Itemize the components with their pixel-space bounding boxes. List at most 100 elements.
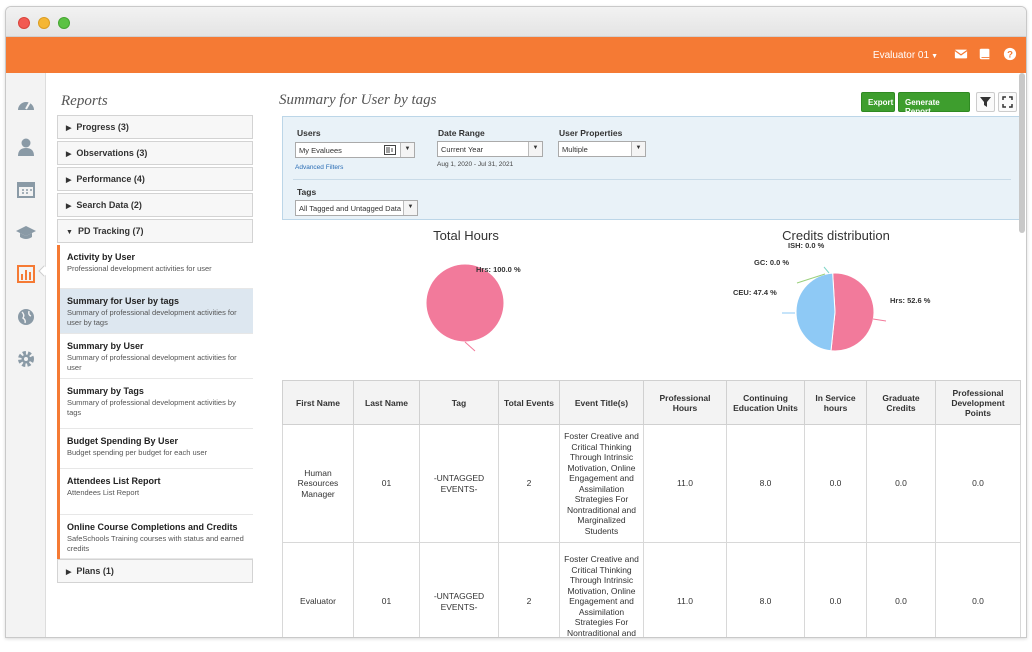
sidebar-item-summary-by-tags[interactable]: Summary by Tags Summary of professional … bbox=[60, 379, 253, 429]
table-header-cell[interactable]: Professional Hours bbox=[643, 380, 727, 425]
item-title: Attendees List Report bbox=[67, 476, 161, 486]
sidebar-item-activity-by-user[interactable]: Activity by User Professional developmen… bbox=[60, 245, 253, 289]
table-cell: 01 bbox=[353, 424, 420, 543]
pie-slice-hrs[interactable] bbox=[425, 263, 505, 343]
book-icon[interactable] bbox=[978, 47, 992, 61]
pie-leader-line bbox=[464, 341, 476, 352]
sidebar-section-pd-tracking[interactable]: ▼ PD Tracking (7) bbox=[57, 219, 253, 243]
tags-select-value: All Tagged and Untagged Data bbox=[299, 204, 402, 213]
sidebar-section-label: Plans (1) bbox=[76, 566, 114, 576]
pie-slice-ceu[interactable] bbox=[795, 272, 836, 352]
chart-title-credits-distribution: Credits distribution bbox=[782, 228, 890, 243]
report-table: First Name Last Name Tag Total Events Event … bbox=[282, 380, 1021, 637]
report-main: Summary for User by tags Export Generate… bbox=[276, 73, 1021, 637]
date-range-note: Aug 1, 2020 - Jul 31, 2021 bbox=[437, 161, 514, 168]
filter-divider bbox=[293, 179, 1011, 180]
item-description: Summary of professional development acti… bbox=[67, 308, 237, 327]
table-cell: 0.0 bbox=[804, 542, 867, 637]
graduation-cap-icon[interactable] bbox=[16, 223, 36, 243]
item-description: Budget spending per budget for each user bbox=[67, 448, 208, 457]
sidebar-section-progress[interactable]: ▶ Progress (3) bbox=[57, 115, 253, 139]
table-cell: 0.0 bbox=[935, 542, 1021, 637]
caret-right-icon: ▶ bbox=[66, 569, 72, 576]
item-description: Professional development activities for … bbox=[67, 264, 212, 273]
active-indicator bbox=[38, 265, 50, 277]
table-cell: 0.0 bbox=[935, 424, 1021, 543]
icon-rail bbox=[6, 73, 50, 637]
scrollbar[interactable] bbox=[1019, 73, 1025, 233]
dashboard-icon[interactable] bbox=[16, 95, 36, 115]
fullscreen-button[interactable] bbox=[998, 92, 1017, 112]
user-properties-value: Multiple bbox=[562, 145, 588, 154]
date-range-select[interactable]: Current Year ▼ bbox=[437, 141, 543, 157]
gear-icon[interactable] bbox=[16, 349, 36, 369]
table-header-cell[interactable]: Total Events bbox=[498, 380, 560, 425]
table-cell: 01 bbox=[353, 542, 420, 637]
table-header-cell[interactable]: Continuing Education Units bbox=[726, 380, 805, 425]
page-title: Summary for User by tags bbox=[279, 92, 437, 108]
pie-leader-line bbox=[872, 318, 887, 322]
caret-right-icon: ▶ bbox=[66, 151, 72, 158]
bar-chart-icon[interactable] bbox=[16, 264, 36, 284]
tags-select[interactable]: All Tagged and Untagged Data ▼ bbox=[295, 200, 418, 216]
table-cell: 11.0 bbox=[643, 424, 727, 543]
advanced-filters-link[interactable]: Advanced Filters bbox=[295, 164, 344, 171]
sidebar-section-search-data[interactable]: ▶ Search Data (2) bbox=[57, 193, 253, 217]
table-body: Human Resources Manager 01 -UNTAGGED EVENT… bbox=[282, 424, 1021, 637]
app-header: Evaluator 01 ▼ ? bbox=[6, 37, 1026, 73]
generate-report-button[interactable]: Generate Report bbox=[898, 92, 970, 116]
sidebar-title: Reports bbox=[61, 93, 108, 109]
calendar-icon[interactable] bbox=[16, 179, 36, 199]
mail-icon[interactable] bbox=[954, 47, 968, 61]
sidebar-section-label: Observations (3) bbox=[76, 148, 148, 158]
pie-leader-line bbox=[796, 273, 826, 284]
pie-leader-line bbox=[823, 266, 830, 274]
table-header-cell[interactable]: Graduate Credits bbox=[866, 380, 936, 425]
table-header-cell[interactable]: Tag bbox=[419, 380, 499, 425]
date-range-value: Current Year bbox=[441, 145, 484, 154]
user-properties-select[interactable]: Multiple ▼ bbox=[558, 141, 646, 157]
sidebar-section-performance[interactable]: ▶ Performance (4) bbox=[57, 167, 253, 191]
sidebar-item-summary-for-user-by-tags[interactable]: Summary for User by tags Summary of prof… bbox=[60, 289, 253, 334]
users-select[interactable]: My Evaluees ▼ bbox=[295, 142, 415, 158]
close-window-button[interactable] bbox=[18, 17, 30, 29]
caret-right-icon: ▶ bbox=[66, 177, 72, 184]
chevron-down-icon: ▼ bbox=[528, 142, 542, 156]
item-description: SafeSchools Training courses with status… bbox=[67, 534, 244, 553]
user-properties-label: User Properties bbox=[559, 128, 623, 138]
user-icon[interactable] bbox=[16, 137, 36, 157]
table-header-cell[interactable]: In Service hours bbox=[804, 380, 867, 425]
user-menu[interactable]: Evaluator 01 ▼ bbox=[873, 50, 938, 61]
filter-icon bbox=[980, 97, 991, 107]
item-title: Budget Spending By User bbox=[67, 436, 179, 446]
pie-slice-hrs[interactable] bbox=[830, 272, 875, 352]
users-select-value: My Evaluees bbox=[299, 146, 342, 155]
sidebar-item-attendees-list-report[interactable]: Attendees List Report Attendees List Rep… bbox=[60, 469, 253, 515]
table-cell: 0.0 bbox=[866, 424, 936, 543]
table-cell: Foster Creative and Critical Thinking Th… bbox=[559, 542, 644, 637]
sidebar-item-budget-spending-by-user[interactable]: Budget Spending By User Budget spending … bbox=[60, 429, 253, 469]
pie-label-hrs: Hrs: 100.0 % bbox=[476, 265, 521, 274]
pie-charts bbox=[425, 263, 887, 352]
users-label: Users bbox=[297, 128, 321, 138]
table-header-cell[interactable]: Event Title(s) bbox=[559, 380, 644, 425]
table-header-cell[interactable]: Last Name bbox=[353, 380, 420, 425]
window-titlebar bbox=[6, 7, 1026, 37]
pie-label-hrs: Hrs: 52.6 % bbox=[890, 296, 931, 305]
maximize-window-button[interactable] bbox=[58, 17, 70, 29]
sidebar-section-observations[interactable]: ▶ Observations (3) bbox=[57, 141, 253, 165]
table-header-cell[interactable]: First Name bbox=[282, 380, 354, 425]
sidebar-section-plans[interactable]: ▶ Plans (1) bbox=[57, 559, 253, 583]
filter-button[interactable] bbox=[976, 92, 995, 112]
sidebar-item-online-course-completions[interactable]: Online Course Completions and Credits Sa… bbox=[60, 515, 253, 559]
sidebar-item-summary-by-user[interactable]: Summary by User Summary of professional … bbox=[60, 334, 253, 379]
minimize-window-button[interactable] bbox=[38, 17, 50, 29]
item-description: Attendees List Report bbox=[67, 488, 140, 497]
sidebar-section-label: Performance (4) bbox=[76, 174, 145, 184]
table-header-cell[interactable]: Professional Development Points bbox=[935, 380, 1021, 425]
globe-icon[interactable] bbox=[16, 307, 36, 327]
item-description: Summary of professional development acti… bbox=[67, 353, 237, 372]
chevron-down-icon: ▼ bbox=[400, 143, 414, 157]
export-button[interactable]: Export bbox=[861, 92, 895, 112]
help-icon[interactable]: ? bbox=[1003, 47, 1017, 61]
